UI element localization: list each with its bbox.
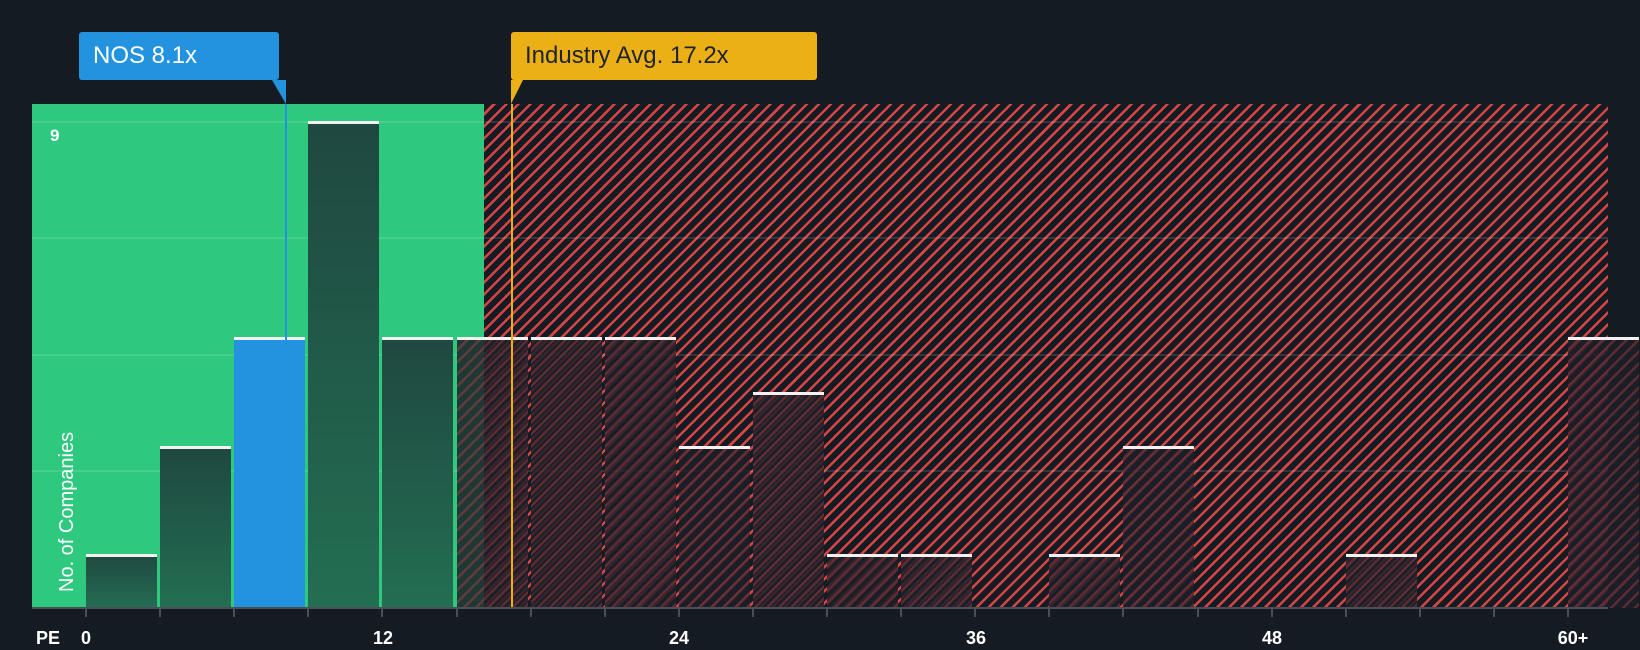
gridline	[32, 237, 1608, 239]
bar-cap	[901, 553, 973, 557]
bar-cap	[308, 121, 380, 124]
industry-marker-line	[511, 104, 513, 608]
histogram-bar	[604, 337, 676, 608]
x-axis-tick	[159, 609, 162, 617]
bar-cap	[604, 337, 676, 341]
x-axis-tick	[677, 609, 680, 617]
histogram-bar	[160, 445, 232, 608]
histogram-bar	[1123, 445, 1195, 609]
nos-callout: NOS 8.1x	[79, 32, 279, 80]
x-axis-tick	[1567, 609, 1569, 617]
x-axis-tick	[900, 609, 903, 617]
x-axis-tick	[1492, 609, 1495, 617]
x-tick-label: 24	[668, 628, 690, 648]
x-axis-tick	[1270, 609, 1273, 617]
histogram-bar	[901, 553, 973, 609]
histogram-bar	[456, 337, 528, 608]
histogram-bar	[530, 337, 602, 608]
x-axis-tick	[751, 609, 754, 617]
y-axis-title: No. of Companies	[56, 431, 78, 592]
x-axis-tick	[233, 609, 236, 617]
industry-avg-callout: Industry Avg. 17.2x	[511, 32, 817, 80]
bar-cap	[234, 337, 306, 341]
bar-cap	[86, 553, 158, 557]
bar-cap	[1123, 445, 1195, 449]
x-axis-tick	[1344, 609, 1347, 617]
x-tick-label: 60+	[1557, 628, 1589, 648]
x-axis-tick	[529, 609, 532, 617]
bar-cap	[456, 337, 528, 341]
bar-cap	[1568, 337, 1640, 341]
gridline	[32, 354, 1608, 356]
gridline	[32, 121, 1608, 123]
bar-cap	[530, 337, 602, 341]
nos-callout-pointer	[272, 80, 286, 104]
chart-plot-area	[32, 104, 1640, 609]
histogram-bar	[678, 445, 750, 609]
y-axis-max-tick: 9	[50, 126, 60, 145]
x-axis-tick	[603, 609, 606, 617]
bar-cap	[1345, 553, 1417, 557]
histogram-bar	[234, 337, 306, 608]
x-axis-tick	[307, 609, 310, 617]
bar-cap	[827, 553, 899, 557]
x-axis-tick	[1418, 609, 1421, 617]
histogram-bar	[1049, 553, 1121, 609]
bar-cap	[160, 445, 232, 449]
industry-callout-pointer	[511, 80, 523, 104]
x-axis-title: PE	[36, 628, 61, 648]
histogram-bar	[382, 337, 454, 608]
x-tick-label: 0	[80, 628, 92, 648]
histogram-bar	[86, 553, 158, 608]
histogram-bar	[1345, 553, 1417, 609]
x-axis-tick	[826, 609, 828, 617]
x-axis-tick	[1196, 609, 1199, 617]
x-axis-tick	[1122, 609, 1125, 617]
bar-cap	[752, 391, 824, 395]
histogram-bar	[1568, 337, 1640, 608]
x-axis-tick	[1048, 609, 1051, 617]
bar-cap	[1049, 553, 1121, 557]
x-tick-label: 12	[372, 628, 394, 648]
x-axis-tick	[974, 609, 977, 617]
x-axis-tick	[381, 609, 384, 617]
histogram-bar	[827, 553, 899, 609]
x-tick-label: 36	[965, 628, 987, 648]
histogram-bar	[752, 391, 825, 609]
nos-marker-line	[285, 104, 287, 608]
histogram-bar	[308, 121, 380, 608]
bar-cap	[382, 337, 454, 341]
x-axis-tick	[455, 609, 458, 617]
x-axis-tick	[85, 609, 87, 617]
x-axis-line	[32, 607, 1608, 609]
bar-cap	[678, 445, 750, 449]
x-tick-label: 48	[1261, 628, 1283, 648]
